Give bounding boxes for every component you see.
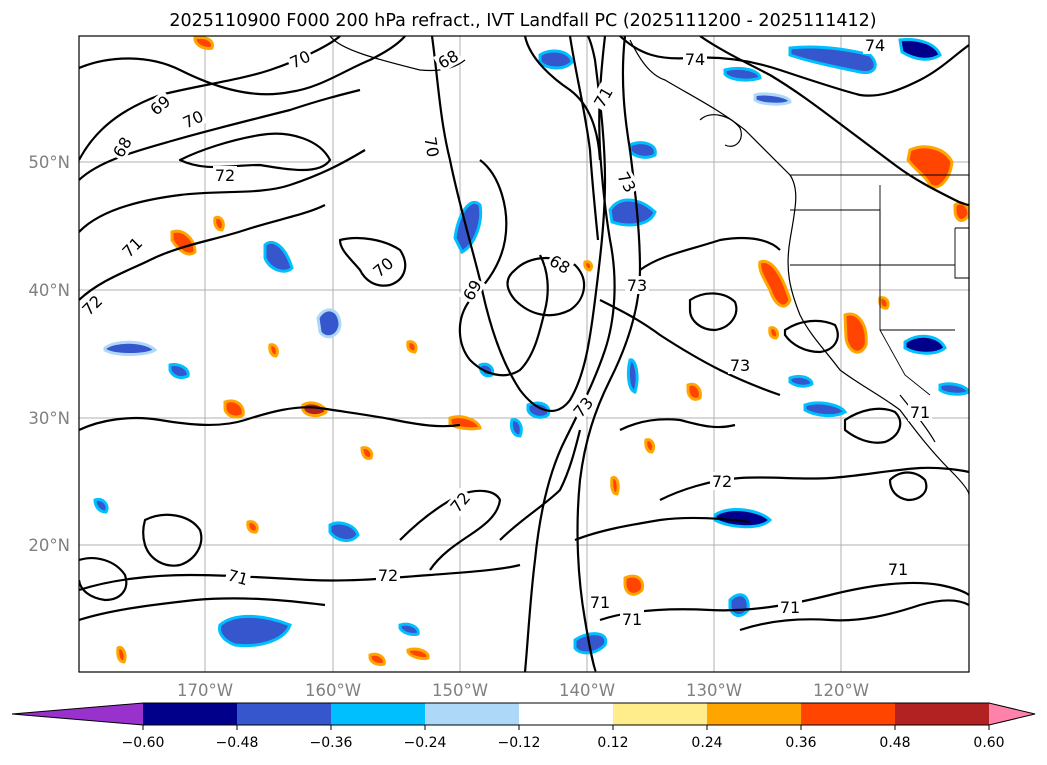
contour-label-71-s2-bg bbox=[620, 610, 644, 628]
contour-label-70-nw2-bg bbox=[178, 105, 208, 133]
colorbar: −0.60 −0.48 −0.36 −0.24 −0.12 0.12 0.24 0.36 0.4… bbox=[11, 702, 1036, 751]
colorbar-tick-label: −0.12 bbox=[498, 735, 541, 751]
negative-anomaly-patches bbox=[93, 38, 969, 655]
coastlines bbox=[329, 36, 969, 496]
contour-label-71-n-bg bbox=[589, 82, 617, 112]
contour-label-69-c-bg bbox=[458, 275, 486, 305]
colorbar-bin-9 bbox=[895, 703, 990, 725]
lon-label-150w: 150°W bbox=[432, 681, 488, 700]
colorbar-tick-label: 0.36 bbox=[785, 735, 816, 751]
contour-label-73-e: 73 bbox=[730, 356, 750, 375]
contour-label-72-w: 72 bbox=[215, 166, 235, 185]
longitude-labels: 170°W 160°W 150°W 140°W 130°W 120°W bbox=[177, 681, 869, 700]
contour-label-71-s-bg bbox=[588, 593, 612, 611]
contour-label-70-c-bg bbox=[421, 133, 443, 161]
contour-label-70-nw-bg bbox=[285, 45, 315, 73]
map-frame bbox=[78, 35, 970, 673]
contour-label-74-ne: 74 bbox=[685, 50, 705, 69]
contour-label-69-nw-bg bbox=[145, 90, 175, 120]
contour-label-71-sw: 71 bbox=[226, 566, 251, 590]
colorbar-bin-8 bbox=[801, 703, 896, 725]
contour-label-72-s-bg bbox=[376, 566, 400, 584]
contour-label-71-se-bg bbox=[778, 598, 802, 616]
lon-label-130w: 130°W bbox=[686, 681, 742, 700]
contour-label-71-e-bg bbox=[908, 403, 932, 421]
contour-label-70-c2-bg bbox=[368, 252, 398, 282]
contour-label-72-s: 72 bbox=[378, 566, 398, 585]
contour-label-70-c: 70 bbox=[420, 135, 442, 158]
latitude-labels: 50°N 40°N 30°N 20°N bbox=[28, 153, 70, 555]
colorbar-bin-5 bbox=[519, 703, 614, 725]
lon-label-140w: 140°W bbox=[559, 681, 615, 700]
colorbar-tick-label: −0.36 bbox=[310, 735, 353, 751]
contour-label-71-se2-bg bbox=[886, 560, 910, 578]
colorbar-tick-label: 0.24 bbox=[691, 735, 722, 751]
colorbar-tick-label: 0.12 bbox=[597, 735, 628, 751]
contour-label-71-se: 71 bbox=[780, 598, 800, 617]
contour-label-71-s2: 71 bbox=[622, 610, 642, 629]
lat-label-40n: 40°N bbox=[28, 281, 70, 300]
contour-label-68-n-bg bbox=[433, 45, 463, 73]
map-title: 2025110900 F000 200 hPa refract., IVT La… bbox=[169, 11, 876, 31]
contour-label-74-ne2-bg bbox=[863, 36, 887, 54]
map-area bbox=[79, 36, 969, 672]
lon-label-120w: 120°W bbox=[813, 681, 869, 700]
contour-label-74-ne2: 74 bbox=[865, 36, 885, 55]
colorbar-extend-low bbox=[12, 703, 143, 725]
contour-label-73-c2-bg bbox=[568, 392, 598, 422]
colorbar-bin-4 bbox=[425, 703, 520, 725]
colorbar-bin-7 bbox=[707, 703, 802, 725]
contour-label-71-sw-bg bbox=[224, 565, 252, 589]
colorbar-tick-label: −0.48 bbox=[216, 735, 259, 751]
colorbar-bin-6 bbox=[613, 703, 708, 725]
refractivity-contours bbox=[79, 36, 969, 672]
lat-label-20n: 20°N bbox=[28, 536, 70, 555]
lon-label-170w: 170°W bbox=[177, 681, 233, 700]
contour-label-68-c-bg bbox=[545, 250, 575, 278]
lat-label-30n: 30°N bbox=[28, 409, 70, 428]
contour-label-72-e-bg bbox=[710, 472, 734, 490]
contour-label-71-w-bg bbox=[117, 232, 147, 262]
colorbar-bin-2 bbox=[237, 703, 332, 725]
contour-label-71-e: 71 bbox=[910, 403, 930, 422]
positive-anomaly-patches bbox=[116, 36, 969, 666]
gridlines bbox=[79, 36, 969, 672]
contour-label-72-c-bg bbox=[445, 487, 475, 517]
contour-label-68-nw-bg bbox=[108, 132, 136, 162]
contour-label-73-e-bg bbox=[728, 356, 752, 374]
contour-label-71-se2: 71 bbox=[888, 560, 908, 579]
lat-label-50n: 50°N bbox=[28, 153, 70, 172]
lon-label-160w: 160°W bbox=[305, 681, 361, 700]
contour-label-73-ne-bg bbox=[613, 167, 641, 197]
contour-label-72-w-bg bbox=[213, 166, 237, 184]
contour-label-74-ne-bg bbox=[683, 50, 707, 68]
colorbar-extend-high bbox=[989, 703, 1035, 725]
contour-label-73-c-bg bbox=[625, 276, 649, 294]
colorbar-tick-label: 0.60 bbox=[973, 735, 1004, 751]
colorbar-tick-label: −0.60 bbox=[122, 735, 165, 751]
colorbar-tick-label: 0.48 bbox=[879, 735, 910, 751]
colorbar-tick-label: −0.24 bbox=[404, 735, 447, 751]
contour-label-72-e: 72 bbox=[712, 472, 732, 491]
contour-label-72-w2-bg bbox=[79, 290, 107, 320]
contour-label-71-s: 71 bbox=[590, 593, 610, 612]
colorbar-bin-1 bbox=[143, 703, 238, 725]
contour-label-73-c: 73 bbox=[627, 276, 647, 295]
colorbar-bin-3 bbox=[331, 703, 426, 725]
